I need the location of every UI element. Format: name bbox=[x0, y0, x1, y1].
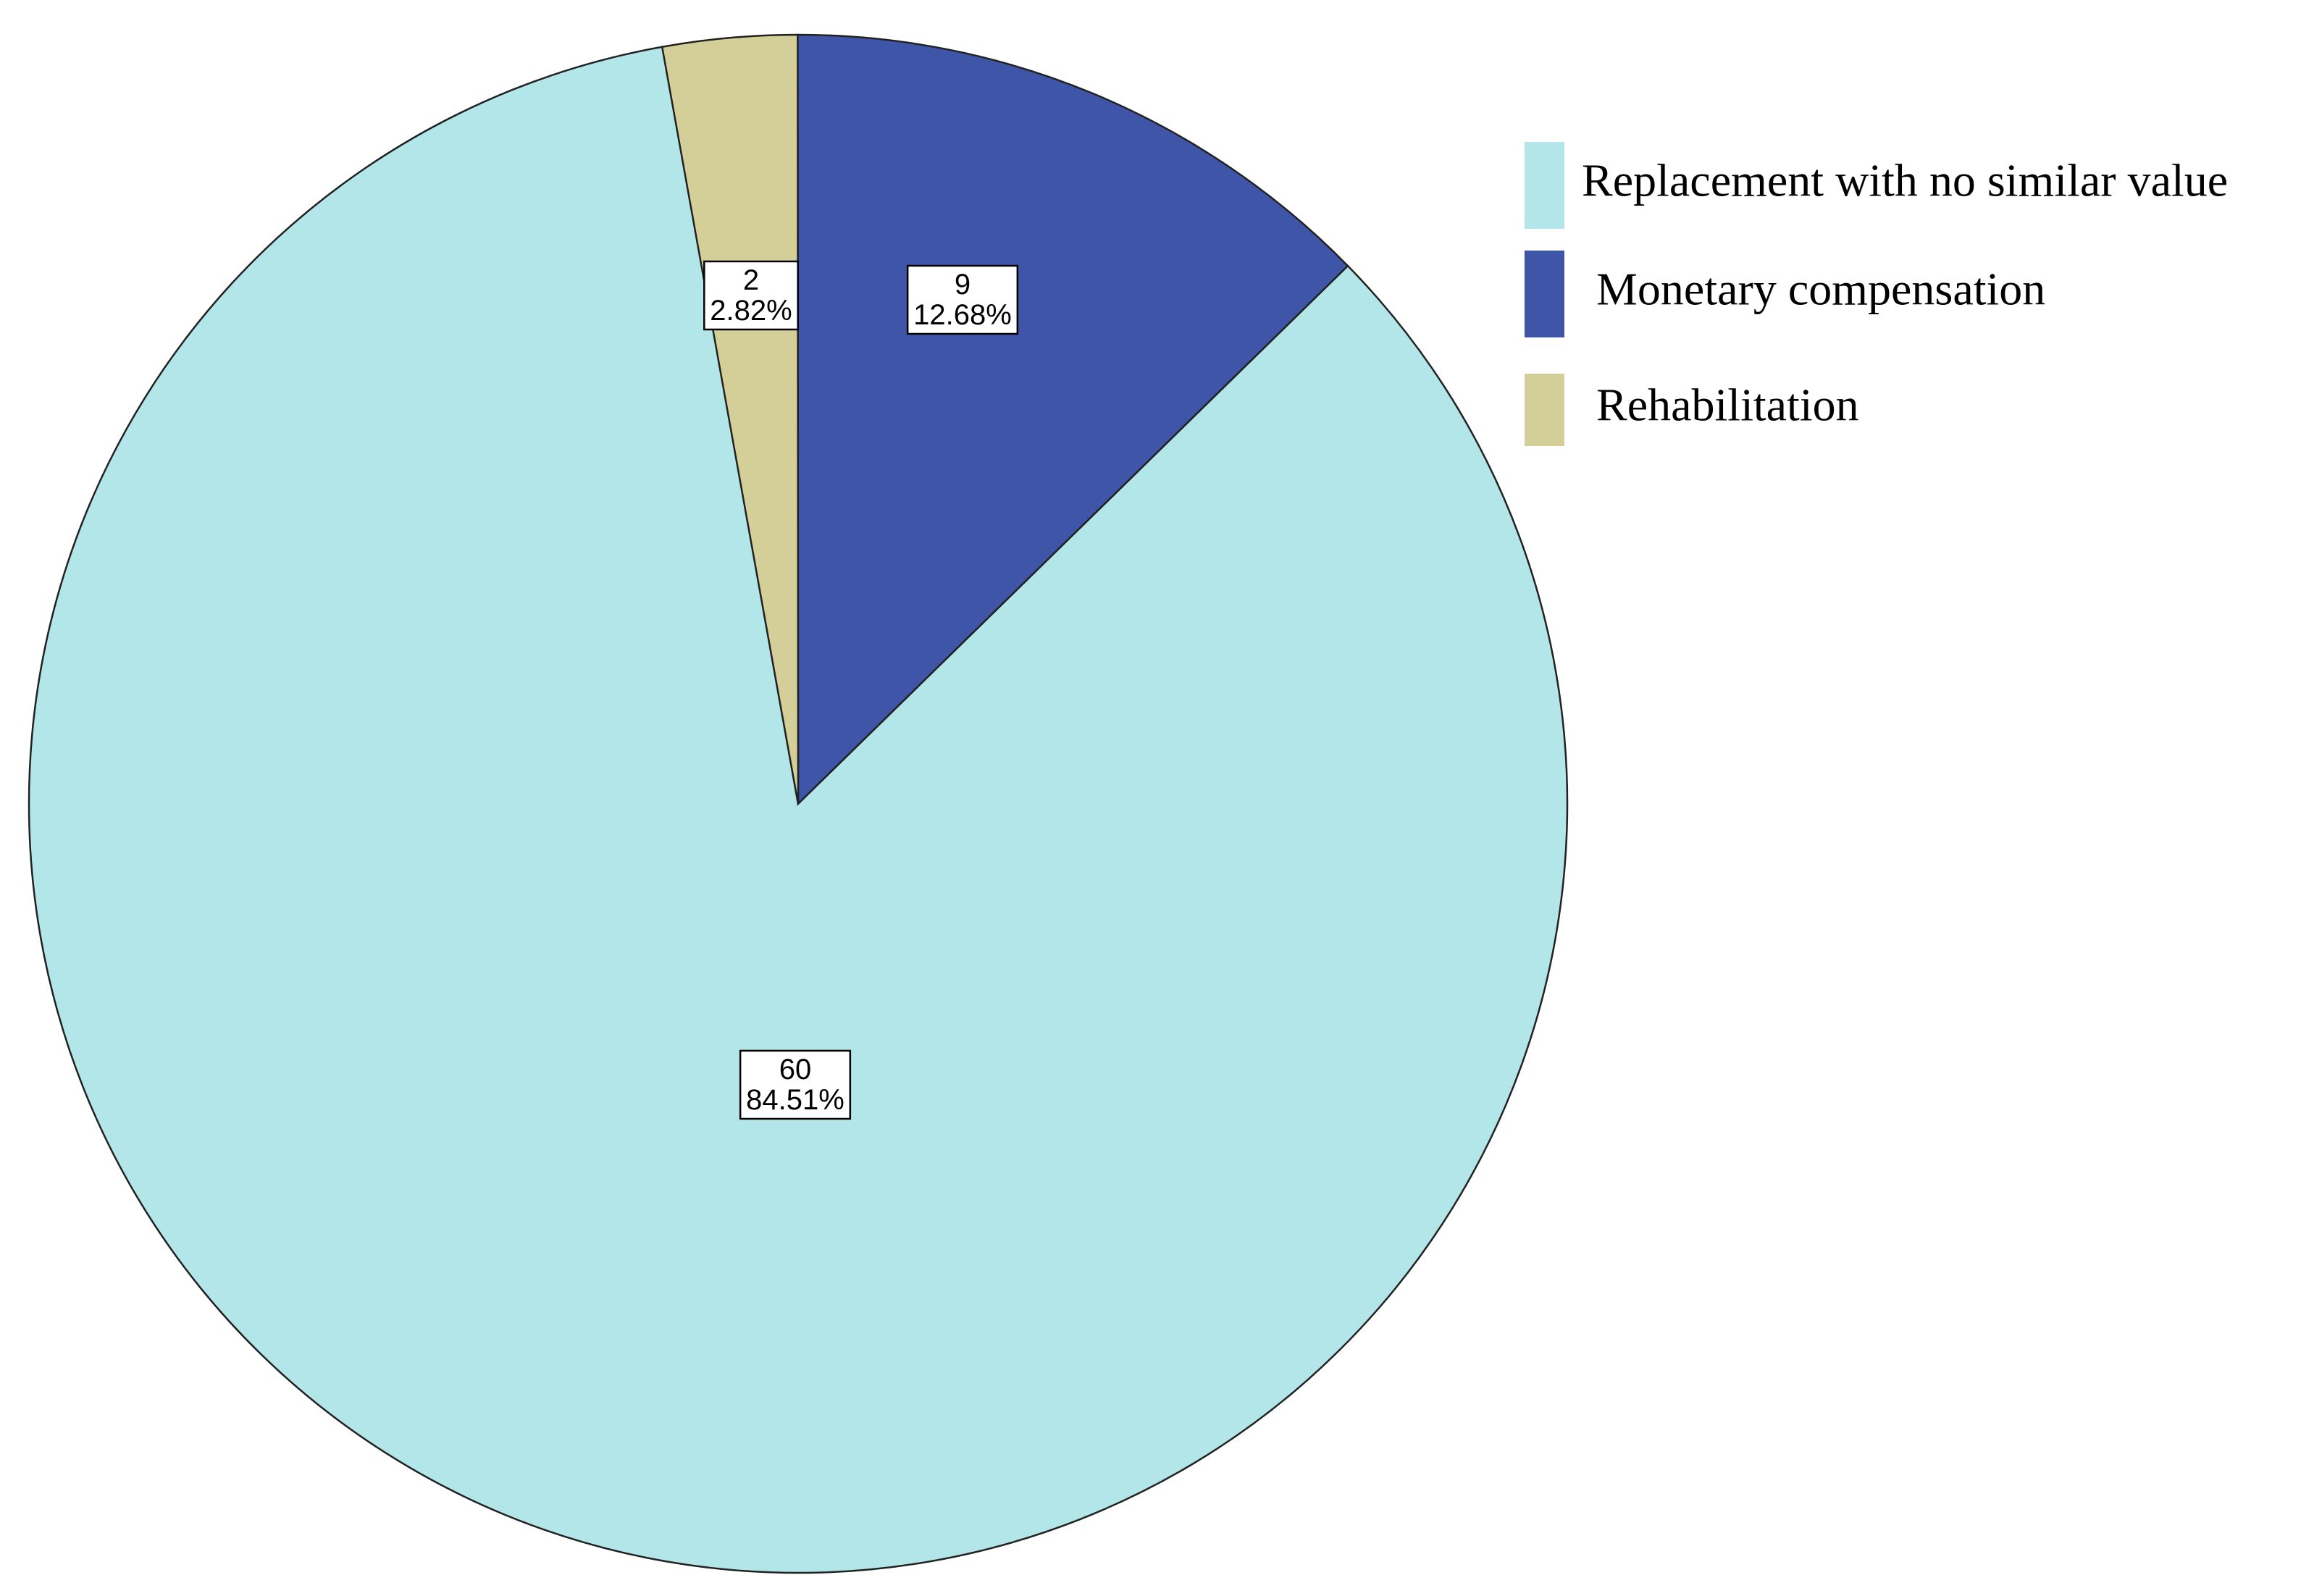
data-label-box bbox=[739, 1049, 852, 1120]
data-label-percent: 84.51% bbox=[746, 1084, 844, 1116]
data-label-count: 9 bbox=[955, 269, 971, 301]
data-label-count: 60 bbox=[779, 1054, 812, 1085]
legend-label: Monetary compensation bbox=[1596, 264, 2045, 315]
data-label-box bbox=[906, 264, 1019, 335]
data-label-box bbox=[703, 260, 799, 331]
legend-swatch bbox=[1525, 142, 1564, 229]
data-label: 22.82% bbox=[703, 260, 799, 331]
legend-swatch bbox=[1525, 374, 1564, 446]
legend-label: Rehabilitation bbox=[1596, 379, 1859, 431]
pie-slice bbox=[661, 33, 800, 805]
pie-slice bbox=[797, 33, 1349, 806]
data-label-percent: 2.82% bbox=[710, 295, 792, 327]
data-label-percent: 12.68% bbox=[913, 299, 1012, 331]
legend-swatch bbox=[1525, 251, 1564, 337]
data-label: 912.68% bbox=[906, 264, 1019, 335]
data-label-count: 2 bbox=[743, 264, 759, 296]
legend-label: Replacement with no similar value bbox=[1582, 155, 2228, 206]
